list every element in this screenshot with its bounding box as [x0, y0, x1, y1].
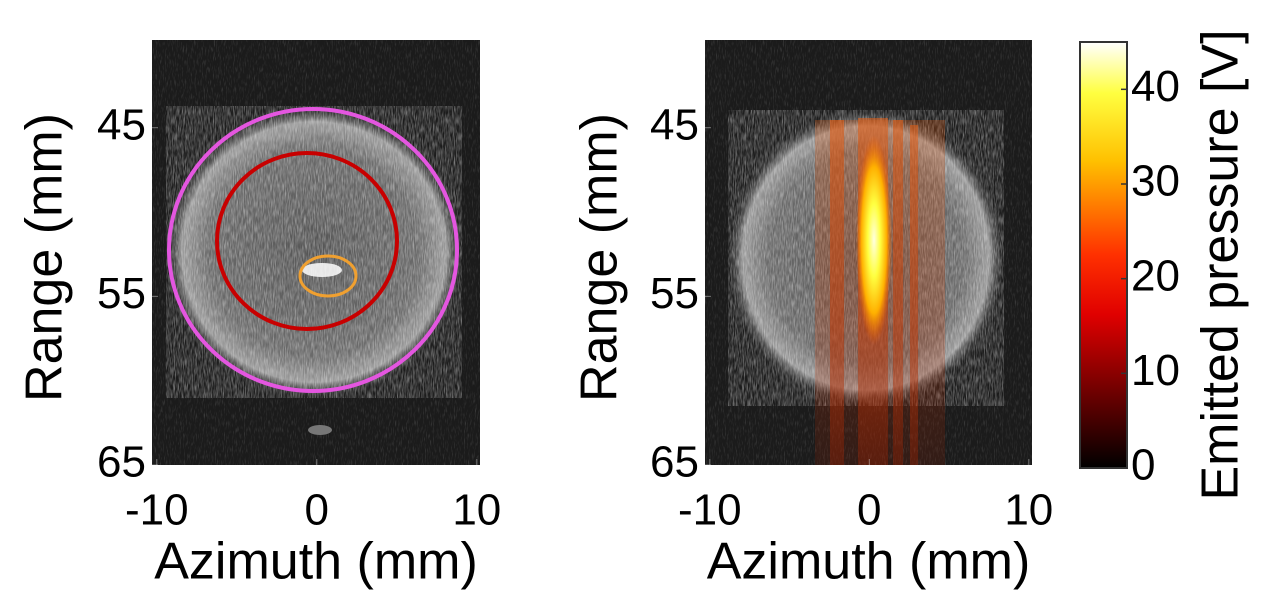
- colorbar-tick-label: 40: [1131, 62, 1180, 111]
- colorbar-tick-label: 10: [1131, 346, 1180, 395]
- figure: -10010455565Azimuth (mm)Range (mm)-10010…: [0, 0, 1263, 598]
- x-tick-label: 0: [857, 486, 881, 535]
- x-tick-label: -10: [125, 486, 189, 535]
- colorbar-label: Emitted pressure [V]: [1192, 29, 1250, 500]
- y-tick-label: 65: [650, 438, 699, 487]
- pressure-overlay-image: [705, 40, 1032, 465]
- x-axis-label: Azimuth (mm): [707, 533, 1031, 591]
- ultrasound-image: [152, 40, 480, 465]
- y-axis-label: Range (mm): [16, 113, 74, 402]
- y-tick-label: 45: [97, 100, 146, 149]
- y-axis-label: Range (mm): [571, 113, 629, 402]
- x-tick-label: 0: [305, 486, 329, 535]
- colorbar-tick-label: 0: [1131, 441, 1155, 490]
- colorbar-tick-label: 30: [1131, 157, 1180, 206]
- page: {"chart_data": [ {"type": "image", "xlab…: [0, 0, 1263, 598]
- x-tick-label: -10: [678, 486, 742, 535]
- colorbar-tick-label: 20: [1131, 251, 1180, 300]
- y-tick-label: 55: [97, 269, 146, 318]
- colorbar: [1080, 42, 1127, 468]
- y-tick-label: 65: [97, 438, 146, 487]
- y-tick-label: 55: [650, 269, 699, 318]
- x-axis-label: Azimuth (mm): [154, 533, 478, 591]
- x-tick-label: 10: [1004, 486, 1053, 535]
- x-tick-label: 10: [452, 486, 501, 535]
- y-tick-label: 45: [650, 100, 699, 149]
